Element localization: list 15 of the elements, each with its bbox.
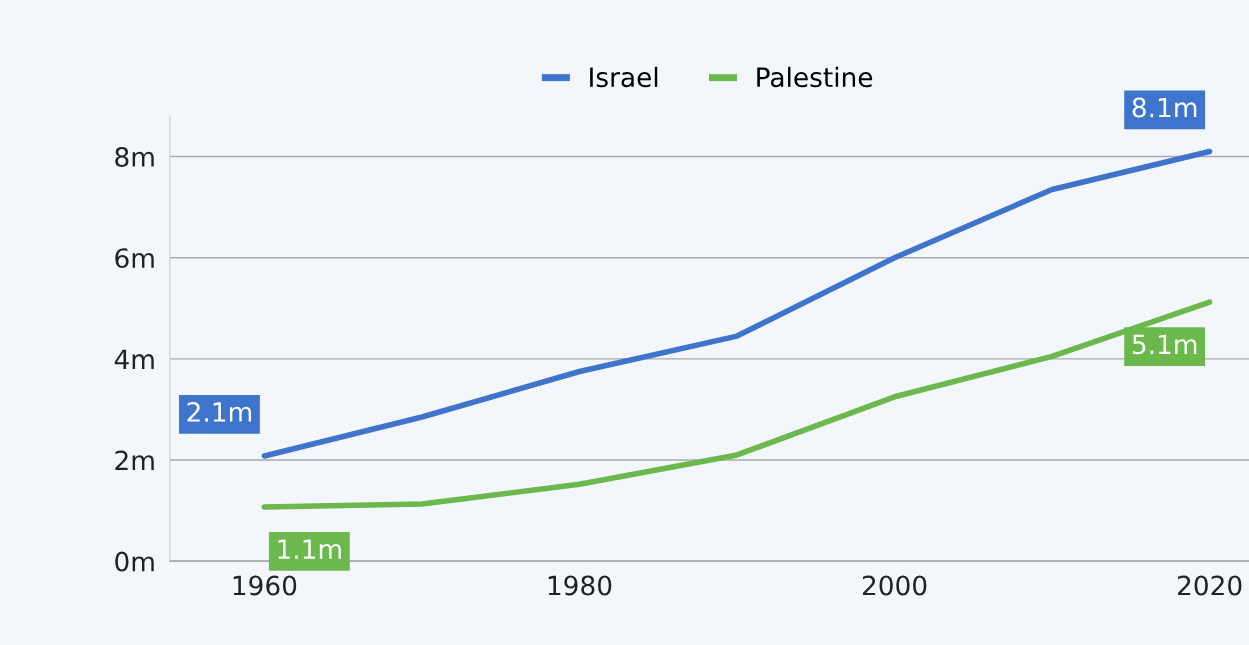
data-label: 1.1m <box>278 539 341 559</box>
y-tick-label: 6m <box>115 248 154 269</box>
y-tick-label: 4m <box>114 349 154 369</box>
x-tick-label: 1960 <box>233 575 297 596</box>
data-label: 5.1m <box>1132 334 1197 355</box>
data-label: 8.1m <box>1132 97 1197 118</box>
y-tick-label: 2m <box>115 450 154 471</box>
x-tick-label: 1980 <box>548 575 612 596</box>
data-label: 2.1m <box>187 401 252 422</box>
x-tick-label: 2020 <box>1177 575 1242 596</box>
y-tick-label: 8m <box>115 147 154 167</box>
legend-label: Palestine <box>757 66 873 88</box>
y-tick-label: 0m <box>115 551 154 572</box>
x-tick-label: 2000 <box>862 575 927 596</box>
legend-label: Israel <box>590 66 658 88</box>
